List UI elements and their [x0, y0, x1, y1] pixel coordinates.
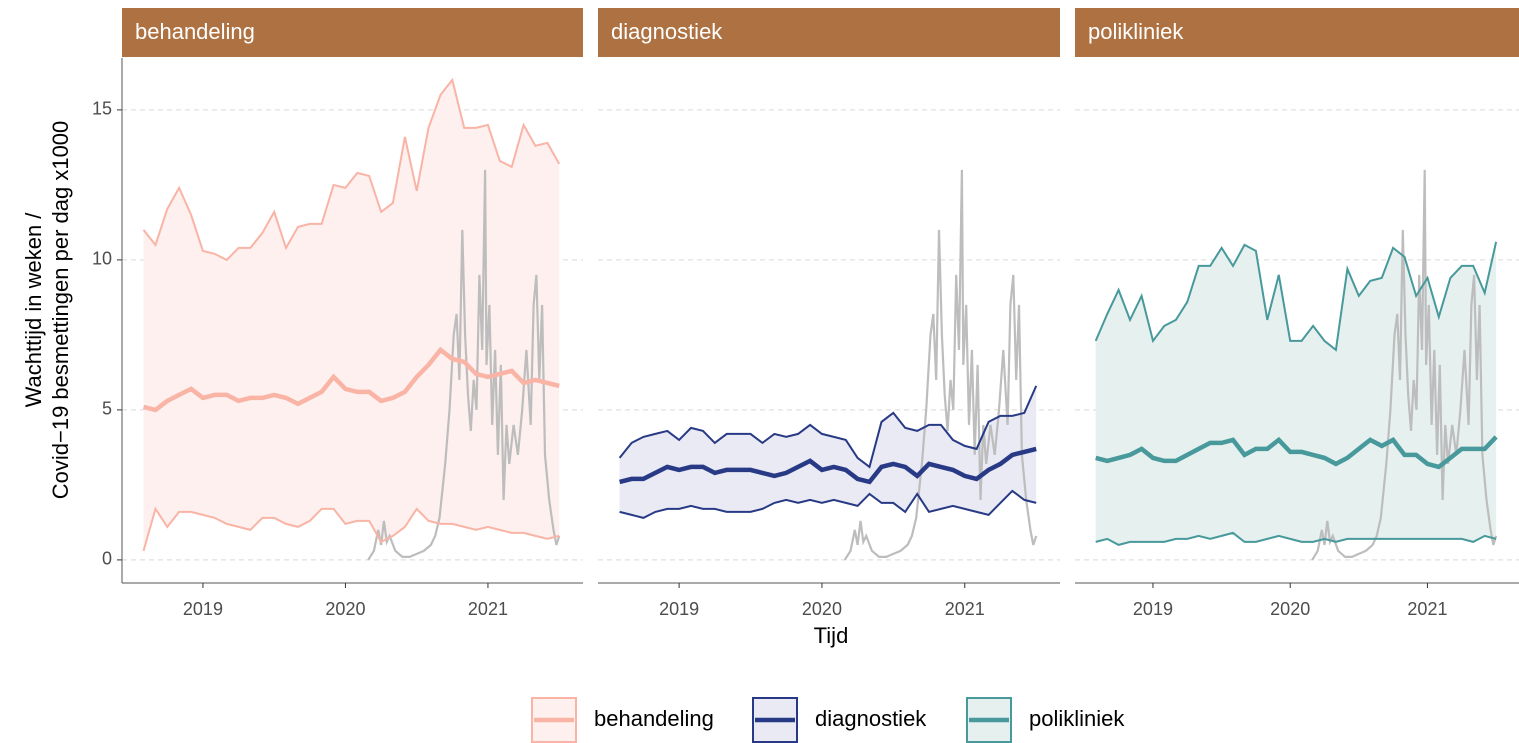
upper-line — [618, 385, 1038, 469]
strip-title: diagnostiek — [611, 19, 723, 44]
covid-line — [367, 169, 561, 561]
covid-line — [843, 169, 1038, 561]
legend-label: polikliniek — [1029, 706, 1125, 731]
legend-label: diagnostiek — [815, 706, 927, 731]
y-axis-label: Covid−19 besmettingen per dag x1000 — [48, 121, 73, 500]
strip — [598, 8, 1060, 57]
x-tick-label: 2020 — [1270, 599, 1310, 619]
upper-line — [142, 77, 561, 262]
median-line — [1095, 435, 1498, 470]
strip — [1075, 8, 1519, 57]
lower-line — [619, 489, 1037, 519]
y-axis-label-group: Wachttijd in weken / Covid−19 besmetting… — [21, 121, 73, 500]
strip-title: polikliniek — [1088, 19, 1184, 44]
x-axis-label: Tijd — [814, 623, 849, 648]
y-axis-label: Wachttijd in weken / — [21, 212, 46, 408]
ribbon — [619, 385, 1037, 518]
x-tick-label: 2020 — [802, 599, 842, 619]
x-tick-label: 2019 — [183, 599, 223, 619]
legend-label: behandeling — [594, 706, 714, 731]
y-tick-label: 15 — [92, 99, 112, 119]
lower-line — [1095, 531, 1497, 546]
ribbon — [143, 79, 560, 551]
x-tick-label: 2021 — [1407, 599, 1447, 619]
y-tick-label: 5 — [102, 399, 112, 419]
x-tick-label: 2019 — [659, 599, 699, 619]
x-tick-label: 2021 — [468, 599, 508, 619]
y-tick-label: 10 — [92, 249, 112, 269]
lower-line — [142, 506, 560, 552]
covid-line — [1311, 169, 1498, 561]
median-line — [142, 346, 560, 413]
y-tick-label: 0 — [102, 549, 112, 569]
x-tick-label: 2020 — [325, 599, 365, 619]
x-tick-label: 2019 — [1133, 599, 1173, 619]
upper-line — [1094, 241, 1498, 352]
strip — [122, 8, 583, 57]
x-tick-label: 2021 — [945, 599, 985, 619]
strip-title: behandeling — [135, 19, 255, 44]
median-line — [619, 446, 1037, 485]
